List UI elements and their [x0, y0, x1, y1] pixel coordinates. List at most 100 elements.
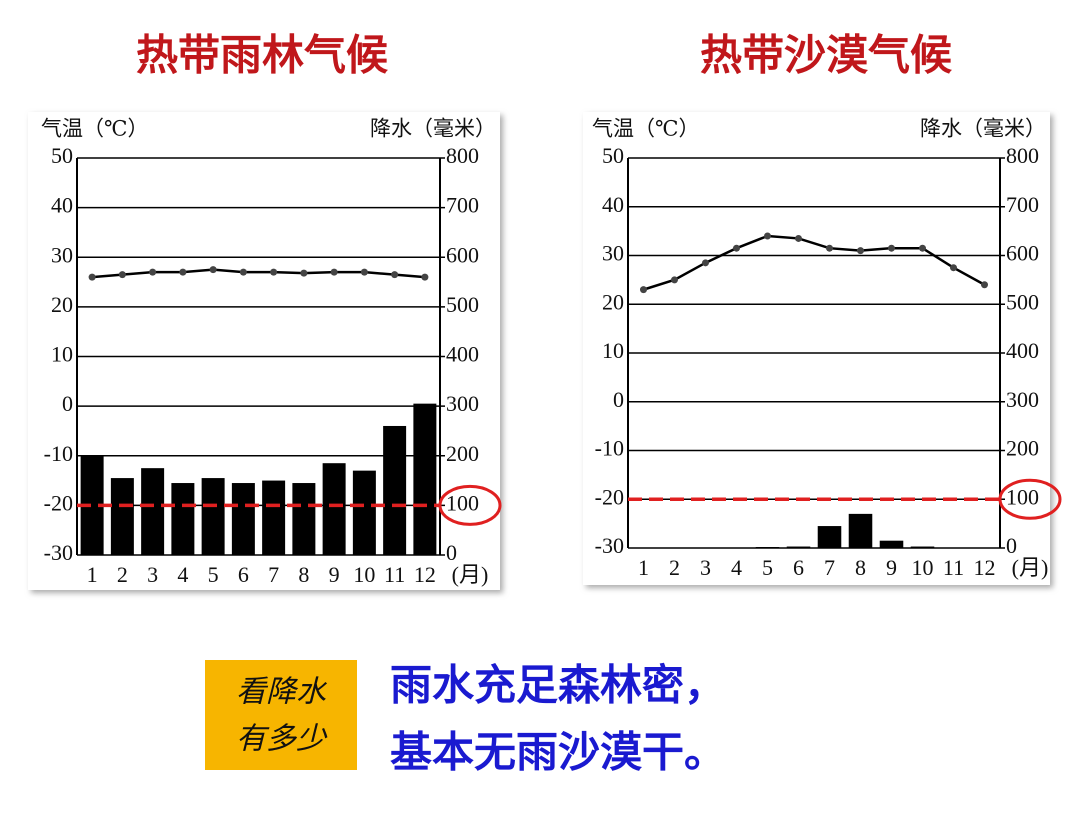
x-tick-label: 10: [353, 562, 375, 587]
y-tick-label: 10: [602, 338, 624, 363]
y2-tick-label: 0: [446, 540, 457, 565]
y-tick-label: 0: [62, 391, 73, 416]
y2-tick-label: 500: [1006, 289, 1039, 314]
tag-box: [205, 660, 357, 770]
temp-point: [795, 234, 802, 242]
precip-bar: [322, 463, 346, 555]
y-tick-label: -10: [44, 441, 73, 466]
y-tick-label: 50: [602, 143, 624, 168]
x-tick-label: 2: [117, 562, 128, 587]
temp-point: [360, 268, 368, 276]
x-tick-label: 11: [943, 555, 964, 580]
precip-bar: [231, 483, 255, 555]
y-axis-label: 气温（℃）: [41, 117, 149, 141]
y-tick-label: 0: [613, 387, 624, 412]
x-tick-label: 2: [669, 555, 680, 580]
y2-tick-label: 200: [1006, 436, 1039, 461]
y2-tick-label: 700: [1006, 192, 1039, 217]
temp-point: [981, 281, 988, 289]
temp-point: [179, 268, 187, 276]
y2-tick-label: 300: [1006, 387, 1039, 412]
x-tick-label: 7: [824, 555, 835, 580]
y2-axis-label: 降水（毫米）: [370, 117, 496, 141]
temp-point: [733, 244, 740, 252]
x-axis-label: (月): [452, 562, 489, 587]
y2-tick-label: 800: [1006, 143, 1039, 168]
temp-point: [421, 273, 429, 281]
y2-tick-label: 200: [446, 441, 479, 466]
x-tick-label: 3: [700, 555, 711, 580]
temp-point: [671, 276, 678, 284]
x-axis-label: (月): [1012, 555, 1049, 580]
note-line: 基本无雨沙漠干。: [390, 728, 726, 777]
temp-point: [209, 266, 217, 274]
temp-point: [950, 264, 957, 272]
y-tick-label: 10: [51, 342, 73, 367]
precip-bar: [817, 526, 842, 548]
y2-tick-label: 100: [446, 490, 479, 515]
y-tick-label: -10: [595, 436, 624, 461]
x-tick-label: 9: [329, 562, 340, 587]
x-tick-label: 12: [414, 562, 436, 587]
temp-point: [888, 244, 895, 252]
y2-tick-label: 600: [1006, 241, 1039, 266]
temp-point: [640, 286, 647, 294]
temp-point: [391, 271, 399, 279]
reference-circle: [438, 484, 502, 526]
x-tick-label: 1: [87, 562, 98, 587]
y2-tick-label: 0: [1006, 533, 1017, 558]
x-tick-label: 11: [384, 562, 405, 587]
y-tick-label: -30: [44, 540, 73, 565]
precip-bar: [262, 480, 286, 555]
y2-tick-label: 400: [446, 342, 479, 367]
precip-bar: [110, 478, 134, 555]
chart-title: 热带沙漠气候: [700, 31, 953, 80]
tag-line: 有多少: [236, 722, 328, 757]
y-tick-label: 30: [602, 241, 624, 266]
x-tick-label: 12: [974, 555, 996, 580]
y-axis-label: 气温（℃）: [592, 117, 700, 141]
temp-point: [764, 232, 771, 240]
tag-line: 看降水: [236, 675, 328, 710]
precip-bar: [848, 513, 873, 548]
y2-tick-label: 100: [1006, 484, 1039, 509]
y2-tick-label: 500: [446, 292, 479, 317]
y-tick-label: -30: [595, 533, 624, 558]
precip-bar: [292, 483, 316, 555]
precip-bar: [141, 468, 165, 555]
x-tick-label: 5: [208, 562, 219, 587]
x-tick-label: 4: [177, 562, 188, 587]
temp-point: [702, 259, 709, 267]
y-tick-label: 40: [51, 193, 73, 218]
y-tick-label: -20: [595, 484, 624, 509]
precip-bar: [755, 547, 780, 548]
y-tick-label: 40: [602, 192, 624, 217]
temp-point: [857, 247, 864, 255]
x-tick-label: 10: [912, 555, 934, 580]
chart-frame: [583, 112, 1050, 585]
precip-bar: [201, 478, 225, 555]
precip-bar: [879, 540, 904, 548]
temp-point: [826, 244, 833, 252]
x-tick-label: 6: [238, 562, 249, 587]
x-tick-label: 9: [886, 555, 897, 580]
y2-tick-label: 800: [446, 143, 479, 168]
temp-line: [92, 268, 425, 279]
temp-point: [300, 269, 308, 277]
temp-point: [88, 273, 96, 281]
precip-bar: [80, 455, 104, 555]
x-tick-label: 4: [731, 555, 742, 580]
y2-tick-label: 600: [446, 242, 479, 267]
x-tick-label: 5: [762, 555, 773, 580]
x-tick-label: 8: [298, 562, 309, 587]
temp-point: [239, 268, 247, 276]
temp-point: [330, 268, 338, 276]
x-tick-label: 6: [793, 555, 804, 580]
y-tick-label: 30: [51, 242, 73, 267]
x-tick-label: 7: [268, 562, 279, 587]
y-tick-label: 20: [602, 289, 624, 314]
temp-line: [643, 234, 986, 291]
precip-bar: [910, 546, 935, 548]
x-tick-label: 3: [147, 562, 158, 587]
precip-bar: [786, 546, 811, 548]
